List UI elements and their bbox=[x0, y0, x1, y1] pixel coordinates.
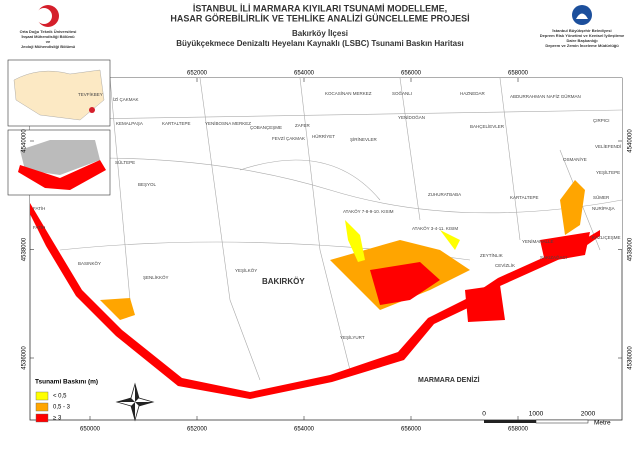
sea-label: MARMARA DENİZİ bbox=[418, 376, 480, 384]
y-tick-label: 4536000 bbox=[22, 346, 28, 370]
legend-title: Tsunami Baskını (m) bbox=[35, 379, 98, 386]
org-text: Deprem Risk Yönetimi ve Kentsel İyileşti… bbox=[540, 33, 625, 38]
x-tick-label: 652000 bbox=[187, 427, 208, 433]
legend-swatch bbox=[35, 402, 49, 412]
x-tick-label: 650000 bbox=[80, 427, 101, 433]
district-label: BAKIRKÖY bbox=[262, 277, 305, 286]
scale-unit: Metre bbox=[594, 420, 611, 427]
place-label: İZİ ÇAKMAK bbox=[113, 96, 139, 102]
place-label: SOĞANLI bbox=[392, 90, 412, 96]
odtu-logo bbox=[36, 5, 59, 27]
place-label: ŞİRİNEVLER bbox=[350, 136, 378, 142]
place-label: KARTALTEPE bbox=[162, 121, 191, 126]
place-label: ATAKÖY 7-8-9-10. KISIM bbox=[343, 208, 394, 214]
x-tick-label: 656000 bbox=[401, 427, 422, 433]
x-tick-label: 658000 bbox=[508, 427, 529, 433]
scale-label: 0 bbox=[482, 411, 486, 418]
legend-swatch bbox=[35, 413, 49, 423]
place-label: KARTALTEPE bbox=[510, 195, 539, 200]
scale-label: 1000 bbox=[529, 411, 544, 418]
place-label: ZAFER bbox=[295, 123, 311, 128]
place-label: YEŞİLYURT bbox=[340, 334, 365, 340]
y-tick-label: 4540000 bbox=[628, 129, 634, 153]
north-arrow bbox=[115, 382, 155, 422]
place-label: BEŞYOL bbox=[138, 182, 157, 187]
x-tick-label: 652000 bbox=[187, 71, 208, 77]
y-tick-label: 4540000 bbox=[22, 129, 28, 153]
org-text: Daire Başkanlığı bbox=[566, 38, 597, 43]
x-tick-label: 654000 bbox=[294, 427, 315, 433]
title-line: İSTANBUL İLİ MARMARA KIYILARI TSUNAMİ MO… bbox=[193, 3, 447, 13]
place-label: YENİMAHALLE bbox=[522, 238, 554, 244]
place-label: SAKIZAĞACI bbox=[540, 254, 567, 260]
org-text: Jeoloji Mühendisliği Bölümü bbox=[21, 44, 76, 49]
legend-label: < 0,5 bbox=[53, 394, 67, 400]
place-label: HAZNEDAR bbox=[460, 91, 486, 96]
legend: Tsunami Baskını (m) bbox=[35, 379, 98, 386]
y-tick-label: 4536000 bbox=[628, 346, 634, 370]
place-label: SÜLTEPE bbox=[115, 159, 135, 165]
place-label: ŞENLİKKÖY bbox=[143, 274, 169, 280]
place-label: ZEYTİNLIK bbox=[480, 252, 503, 258]
place-label: YENİDOĞAN bbox=[398, 114, 425, 120]
place-label: ZUHURATBABA bbox=[428, 192, 461, 197]
place-label: YENİBOSNA MERKEZ bbox=[205, 120, 251, 126]
place-label: ATAKÖY 3-4-11. KISIM bbox=[412, 225, 458, 231]
place-label: SÜMER bbox=[593, 194, 610, 200]
org-text: ve bbox=[46, 39, 51, 44]
org-text: Deprem ve Zemin İnceleme Müdürlüğü bbox=[545, 43, 619, 48]
x-tick-label: 656000 bbox=[401, 71, 422, 77]
x-tick-label: 654000 bbox=[294, 71, 315, 77]
legend-label: ≥ 3 bbox=[53, 416, 62, 422]
place-label: TEVFİKBEY bbox=[78, 91, 103, 97]
place-label: BASINKÖY bbox=[78, 260, 101, 266]
place-label: KOCASİNAN MERKEZ bbox=[325, 90, 372, 96]
title-line: HASAR GÖREBİLİRLİK VE TEHLİKE ANALİZİ GÜ… bbox=[170, 13, 469, 23]
x-tick-label: 658000 bbox=[508, 71, 529, 77]
place-label: BAHÇELİEVLER bbox=[470, 123, 505, 129]
y-tick-label: 4538000 bbox=[628, 237, 634, 261]
land bbox=[29, 77, 623, 395]
place-label: ABDURRAHMAN NAFİZ GÜRMAN bbox=[510, 93, 581, 99]
scale-label: 2000 bbox=[581, 411, 596, 418]
place-label: FATİH bbox=[33, 224, 45, 230]
place-label: ÇOBANÇEŞME bbox=[250, 125, 282, 130]
ibb-logo bbox=[572, 5, 592, 25]
place-label: YEŞİLTEPE bbox=[596, 169, 620, 175]
subtitle-line: Büyükçekmece Denizaltı Heyelanı Kaynaklı… bbox=[176, 39, 464, 48]
place-label: YEŞİLKÖY bbox=[235, 267, 257, 273]
place-label: VELİEFENDİ bbox=[595, 143, 621, 149]
place-label: FATİH bbox=[33, 205, 45, 211]
place-label: KEMALPAŞA bbox=[116, 121, 143, 126]
scale-bar bbox=[484, 419, 589, 424]
org-text: İstanbul Büyükşehir Belediyesi bbox=[552, 28, 611, 33]
y-tick-label: 4538000 bbox=[22, 237, 28, 261]
place-label: ÇIRPICI bbox=[593, 118, 610, 123]
place-label: KAZLIÇEŞME bbox=[592, 235, 621, 240]
org-text: İnşaat Mühendisliği Bölümü bbox=[21, 34, 75, 39]
place-label: OSMANİYE bbox=[563, 156, 587, 162]
legend-swatch bbox=[35, 391, 49, 401]
place-label: HÜRRİYET bbox=[312, 133, 335, 139]
legend-label: 0,5 - 3 bbox=[53, 405, 71, 411]
subtitle-line: Bakırköy İlçesi bbox=[292, 29, 348, 38]
place-label: FEVZİ ÇAKMAK bbox=[272, 135, 305, 141]
inset-maps bbox=[7, 59, 111, 196]
org-text: Orta Doğu Teknik Üniversitesi bbox=[20, 29, 77, 34]
flood-zones bbox=[30, 180, 600, 399]
place-label: CEVİZLİK bbox=[495, 262, 515, 268]
place-label: NURİPAŞA bbox=[592, 205, 615, 211]
